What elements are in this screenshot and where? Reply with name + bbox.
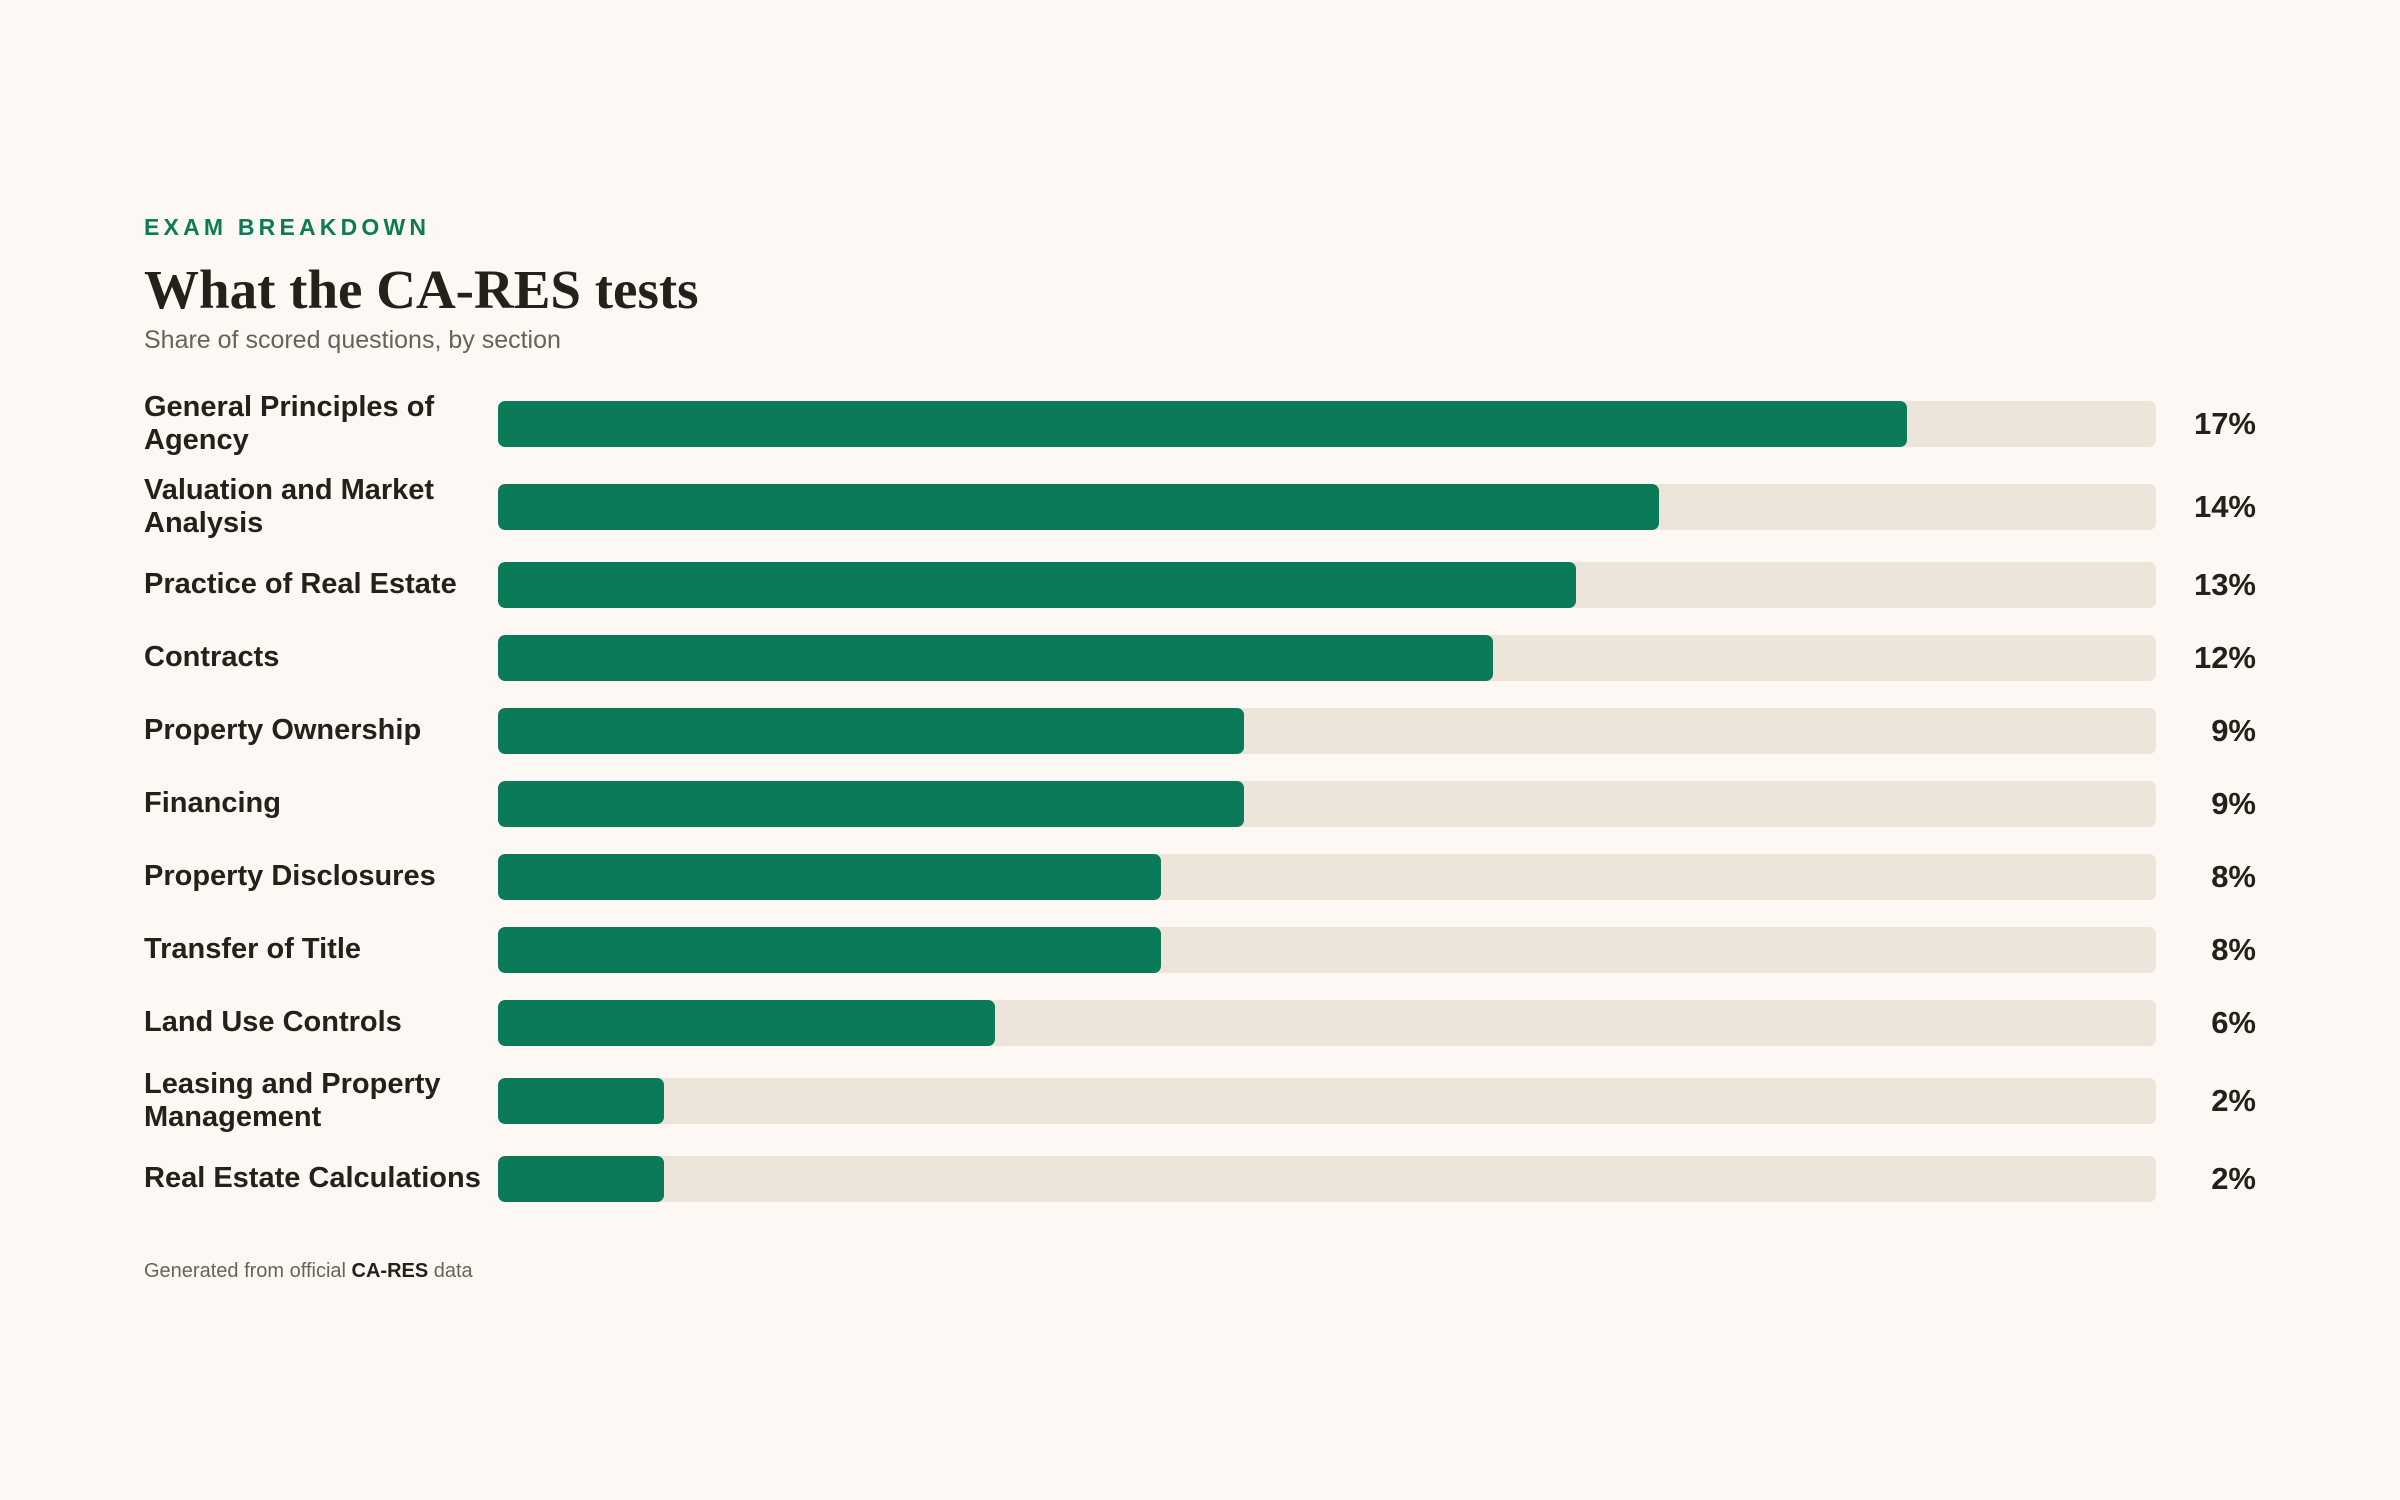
- category-label: Valuation and Market Analysis: [144, 473, 435, 539]
- value-label: 12%: [2193, 639, 2256, 675]
- value-label: 9%: [2211, 785, 2256, 821]
- category-label: Contracts: [144, 641, 280, 673]
- value-label: 8%: [2211, 931, 2256, 967]
- value-label: 6%: [2211, 1004, 2256, 1040]
- footer-note: Generated from official CA-RES data: [144, 1260, 473, 1283]
- bar-track: [498, 483, 2156, 530]
- bar-track: [498, 561, 2156, 608]
- bar-row: Property Disclosures 8%: [144, 840, 2256, 913]
- category-label: Leasing and Property Management: [144, 1067, 441, 1133]
- bar-row: Valuation and Market Analysis 14%: [144, 465, 2256, 548]
- bar-track: [498, 707, 2156, 754]
- bar-fill: [498, 853, 1162, 900]
- bar-fill: [498, 1155, 664, 1202]
- bar-row: Leasing and Property Management 2%: [144, 1059, 2256, 1142]
- bar-row: Contracts 12%: [144, 621, 2256, 694]
- category-label: Real Estate Calculations: [144, 1162, 481, 1194]
- bar-track: [498, 634, 2156, 681]
- category-label: Practice of Real Estate: [144, 568, 457, 600]
- bar-track: [498, 926, 2156, 973]
- value-label: 2%: [2211, 1160, 2256, 1196]
- bar-fill: [498, 780, 1245, 827]
- bar-row: Land Use Controls 6%: [144, 986, 2256, 1059]
- footer-suffix: data: [433, 1260, 473, 1282]
- chart-card: EXAM BREAKDOWN What the CA-RES tests Sha…: [144, 210, 2256, 1215]
- bar-fill: [498, 707, 1245, 754]
- category-label: General Principles of Agency: [144, 390, 435, 456]
- bar-track: [498, 780, 2156, 827]
- bar-track: [498, 853, 2156, 900]
- footer-prefix: Generated from official: [144, 1260, 346, 1282]
- bar-row: General Principles of Agency 17%: [144, 382, 2256, 465]
- bar-track: [498, 1155, 2156, 1202]
- value-label: 13%: [2193, 566, 2256, 602]
- bar-row: Transfer of Title 8%: [144, 913, 2256, 986]
- bar-chart: General Principles of Agency 17% Valuation…: [144, 382, 2256, 1215]
- bar-fill: [498, 400, 1908, 447]
- value-label: 9%: [2211, 712, 2256, 748]
- bar-row: Practice of Real Estate 13%: [144, 548, 2256, 621]
- bar-fill: [498, 634, 1493, 681]
- category-label: Land Use Controls: [144, 1006, 402, 1038]
- eyebrow-label: EXAM BREAKDOWN: [144, 214, 431, 240]
- value-label: 14%: [2193, 488, 2256, 524]
- value-label: 2%: [2211, 1082, 2256, 1118]
- category-label: Financing: [144, 787, 281, 819]
- bar-track: [498, 1077, 2156, 1124]
- category-label: Property Ownership: [144, 714, 422, 746]
- footer-brand: CA-RES: [351, 1260, 429, 1282]
- value-label: 17%: [2193, 405, 2256, 441]
- bar-fill: [498, 561, 1576, 608]
- bar-row: Financing 9%: [144, 767, 2256, 840]
- bar-row: Property Ownership 9%: [144, 694, 2256, 767]
- category-label: Transfer of Title: [144, 933, 362, 965]
- bar-track: [498, 400, 2156, 447]
- bar-fill: [498, 999, 996, 1046]
- value-label: 8%: [2211, 858, 2256, 894]
- bar-fill: [498, 1077, 664, 1124]
- chart-title: What the CA-RES tests: [144, 259, 699, 320]
- bar-fill: [498, 926, 1162, 973]
- bar-fill: [498, 483, 1659, 530]
- bar-track: [498, 999, 2156, 1046]
- chart-subtitle: Share of scored questions, by section: [144, 326, 561, 354]
- category-label: Property Disclosures: [144, 860, 436, 892]
- bar-row: Real Estate Calculations 2%: [144, 1142, 2256, 1215]
